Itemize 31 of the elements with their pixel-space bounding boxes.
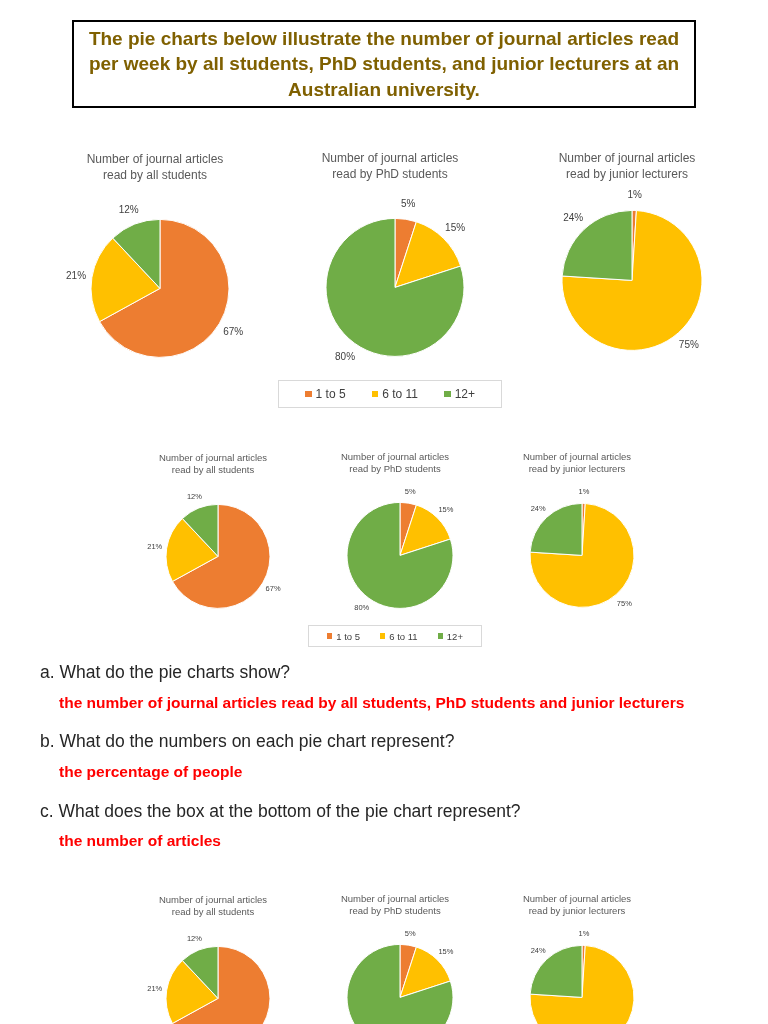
data-label: 75%: [678, 339, 699, 350]
chart-title: Number of journal articles read by junior lecturers: [557, 151, 697, 183]
legend-label: 1 to 5: [336, 630, 361, 642]
text: The pie charts below illustrate the number of journal articles read per week by all students, PhD students, and junior lecturers at an Australian university.: [87, 26, 681, 102]
text: c. What does the box at the bottom of the pie chart represent?: [40, 801, 521, 822]
text: the number of articles: [59, 832, 221, 850]
chart-title: Number of journal articles read by junior lecturers: [521, 893, 633, 918]
data-label: 21%: [66, 269, 87, 281]
chart-title: Number of journal articles read by junior lecturers: [521, 451, 633, 476]
legend-label: 1 to 5: [315, 387, 346, 401]
chart-title: Number of journal articles read by all students: [157, 894, 269, 919]
text: the percentage of people: [59, 763, 243, 781]
data-label: 80%: [335, 350, 356, 362]
text: a. What do the pie charts show?: [40, 662, 290, 683]
legend-label: 6 to 11: [382, 387, 419, 401]
chart-title: Number of journal articles read by PhD students: [320, 151, 460, 183]
legend-label: 12+: [454, 387, 475, 401]
data-label: 24%: [563, 211, 584, 223]
text: b. What do the numbers on each pie chart represent?: [40, 731, 455, 752]
data-label: 5%: [401, 197, 416, 209]
data-label: 15%: [445, 221, 466, 233]
chart-title: Number of journal articles read by PhD students: [339, 451, 451, 476]
chart-title: Number of journal articles read by all students: [157, 452, 269, 477]
chart-title: Number of journal articles read by all students: [85, 152, 225, 184]
legend-label: 12+: [446, 630, 463, 642]
chart-title: Number of journal articles read by PhD students: [339, 893, 451, 918]
text: the number of journal articles read by all students, PhD students and junior lecturers: [59, 694, 685, 712]
data-label: 12%: [118, 203, 139, 215]
legend-label: 6 to 11: [389, 630, 418, 642]
data-label: 1%: [627, 188, 643, 200]
data-label: 67%: [223, 325, 244, 337]
